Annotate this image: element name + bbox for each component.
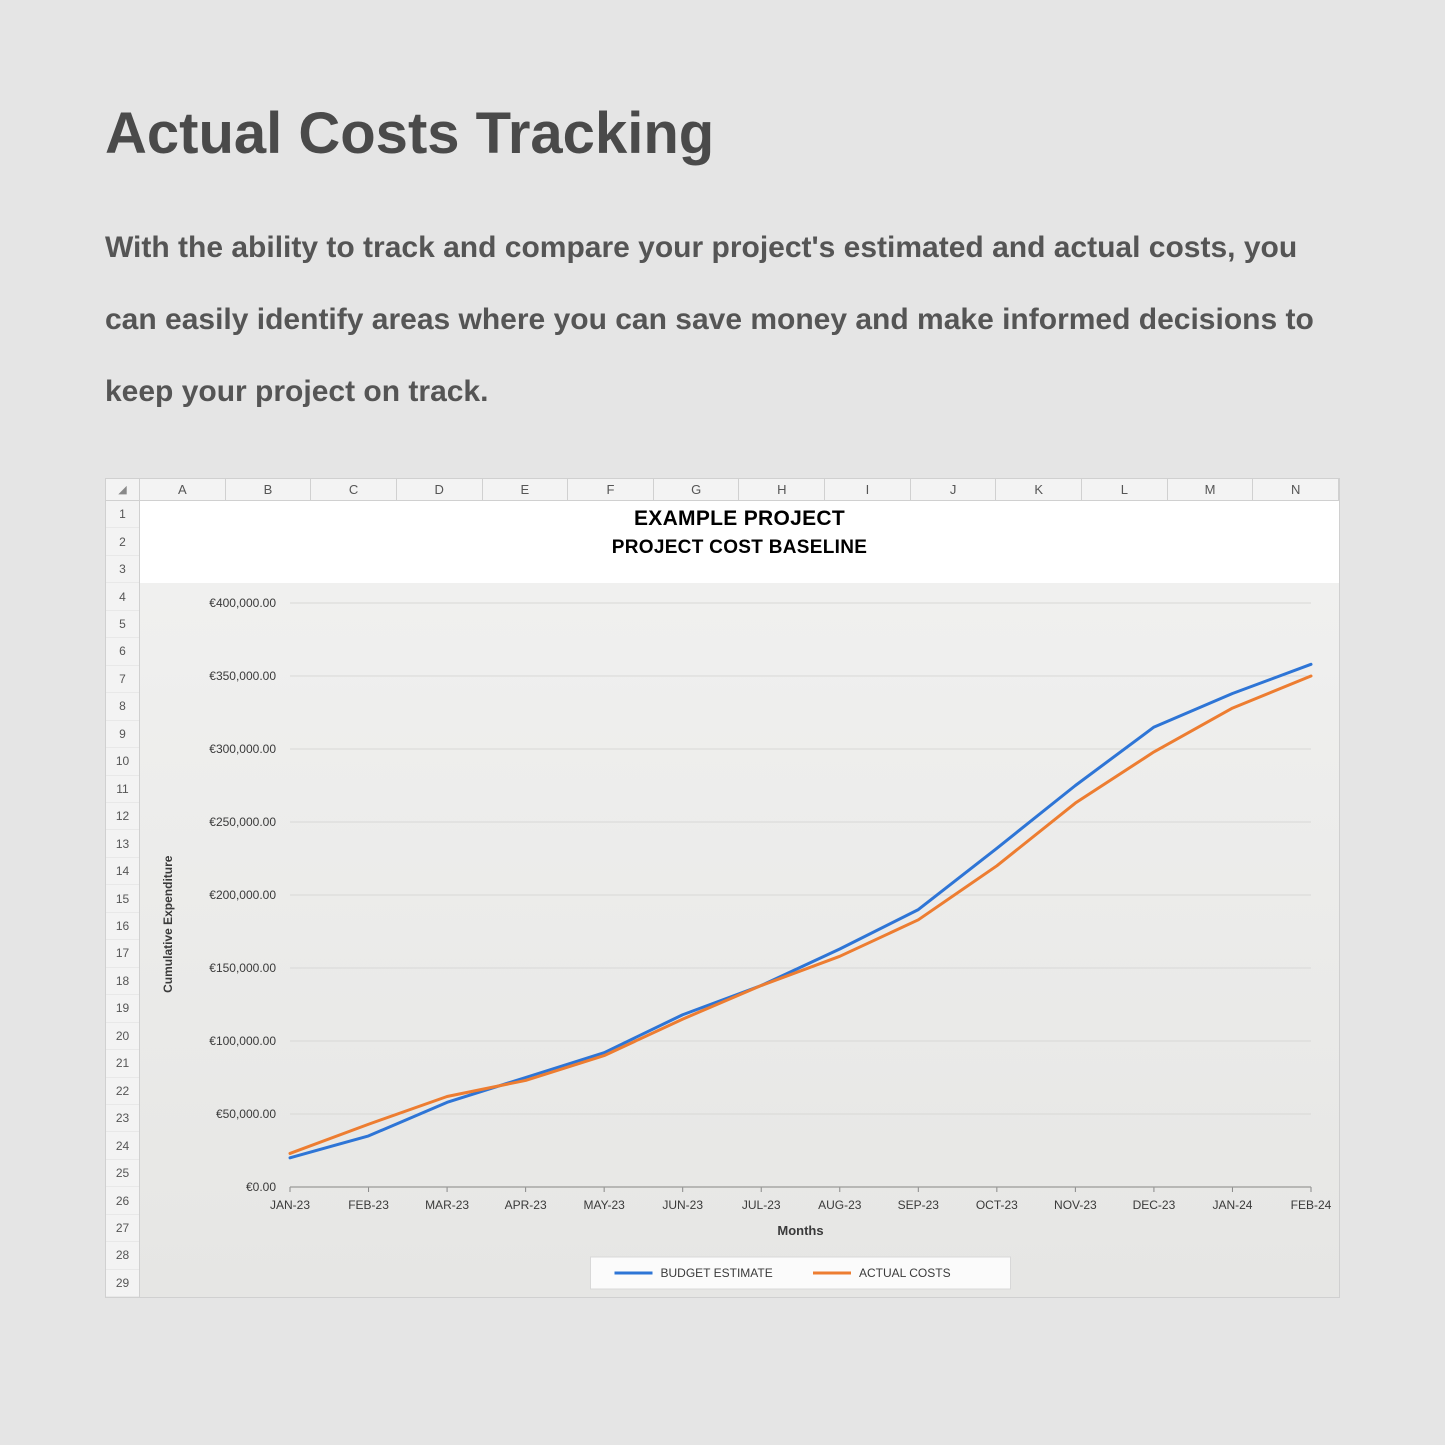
x-tick-label: JUL-23 [742,1198,781,1212]
y-tick-label: €50,000.00 [216,1107,276,1121]
column-headers: ◢ ABCDEFGHIJKLMN [106,479,1339,501]
x-tick-label: AUG-23 [818,1198,862,1212]
page-description: With the ability to track and compare yo… [105,212,1340,428]
row-header[interactable]: 17 [106,940,139,967]
select-all-corner[interactable]: ◢ [106,479,140,500]
x-tick-label: DEC-23 [1133,1198,1176,1212]
row-header[interactable]: 15 [106,885,139,912]
row-header[interactable]: 16 [106,913,139,940]
column-header[interactable]: F [568,479,654,500]
x-tick-label: APR-23 [505,1198,547,1212]
column-header[interactable]: D [397,479,483,500]
row-header[interactable]: 3 [106,556,139,583]
chart-area: €0.00 €50,000.00 €100,000.00 €150,000.00 €20… [140,583,1339,1297]
x-axis-label: Months [777,1223,823,1238]
y-tick-label: €150,000.00 [209,961,276,975]
column-header[interactable]: L [1082,479,1168,500]
row-header[interactable]: 14 [106,858,139,885]
row-header[interactable]: 18 [106,968,139,995]
x-tick-label: MAY-23 [583,1198,625,1212]
x-tick-label: JAN-24 [1212,1198,1252,1212]
column-header[interactable]: H [739,479,825,500]
project-title: EXAMPLE PROJECT [140,507,1339,531]
y-tick-label: €250,000.00 [209,815,276,829]
series-line [290,676,1311,1153]
x-tick-label: JUN-23 [662,1198,703,1212]
row-header[interactable]: 10 [106,748,139,775]
row-headers: 1234567891011121314151617181920212223242… [106,501,140,1297]
row-header[interactable]: 21 [106,1050,139,1077]
x-tick-label: JAN-23 [270,1198,310,1212]
x-tick-label: OCT-23 [976,1198,1018,1212]
column-header[interactable]: E [483,479,569,500]
column-header[interactable]: A [140,479,226,500]
row-header[interactable]: 28 [106,1242,139,1269]
y-tick-label: €100,000.00 [209,1034,276,1048]
row-header[interactable]: 9 [106,721,139,748]
row-header[interactable]: 6 [106,638,139,665]
row-header[interactable]: 29 [106,1270,139,1297]
row-header[interactable]: 24 [106,1132,139,1159]
x-tick-label: MAR-23 [425,1198,469,1212]
row-header[interactable]: 19 [106,995,139,1022]
row-header[interactable]: 22 [106,1078,139,1105]
y-axis-label: Cumulative Expenditure [161,855,175,993]
row-header[interactable]: 12 [106,803,139,830]
x-tick-label: FEB-23 [348,1198,389,1212]
spreadsheet-frame: ◢ ABCDEFGHIJKLMN 12345678910111213141516… [105,478,1340,1298]
column-header[interactable]: B [226,479,312,500]
x-tick-label: FEB-24 [1291,1198,1332,1212]
series-line [290,664,1311,1157]
column-header[interactable]: N [1253,479,1339,500]
column-header[interactable]: I [825,479,911,500]
y-tick-label: €400,000.00 [209,596,276,610]
row-header[interactable]: 27 [106,1215,139,1242]
x-tick-label: NOV-23 [1054,1198,1097,1212]
sheet-content: EXAMPLE PROJECT PROJECT COST BASELINE €0… [140,501,1339,1297]
y-tick-label: €200,000.00 [209,888,276,902]
legend-label: BUDGET ESTIMATE [661,1266,773,1280]
row-header[interactable]: 20 [106,1023,139,1050]
legend-label: ACTUAL COSTS [859,1266,951,1280]
column-header[interactable]: J [911,479,997,500]
column-header[interactable]: G [654,479,740,500]
row-header[interactable]: 7 [106,666,139,693]
y-tick-label: €300,000.00 [209,742,276,756]
row-header[interactable]: 25 [106,1160,139,1187]
row-header[interactable]: 26 [106,1187,139,1214]
column-header[interactable]: K [996,479,1082,500]
chart-title: PROJECT COST BASELINE [140,537,1339,559]
page-heading: Actual Costs Tracking [105,100,1340,167]
row-header[interactable]: 2 [106,528,139,555]
row-header[interactable]: 11 [106,776,139,803]
row-header[interactable]: 23 [106,1105,139,1132]
y-tick-label: €350,000.00 [209,669,276,683]
row-header[interactable]: 8 [106,693,139,720]
row-header[interactable]: 13 [106,830,139,857]
row-header[interactable]: 1 [106,501,139,528]
y-tick-label: €0.00 [246,1180,276,1194]
column-header[interactable]: C [311,479,397,500]
row-header[interactable]: 4 [106,583,139,610]
row-header[interactable]: 5 [106,611,139,638]
x-tick-label: SEP-23 [898,1198,940,1212]
sheet-title-block: EXAMPLE PROJECT PROJECT COST BASELINE [140,501,1339,583]
cost-baseline-chart: €0.00 €50,000.00 €100,000.00 €150,000.00 €20… [140,583,1339,1297]
column-header[interactable]: M [1168,479,1254,500]
